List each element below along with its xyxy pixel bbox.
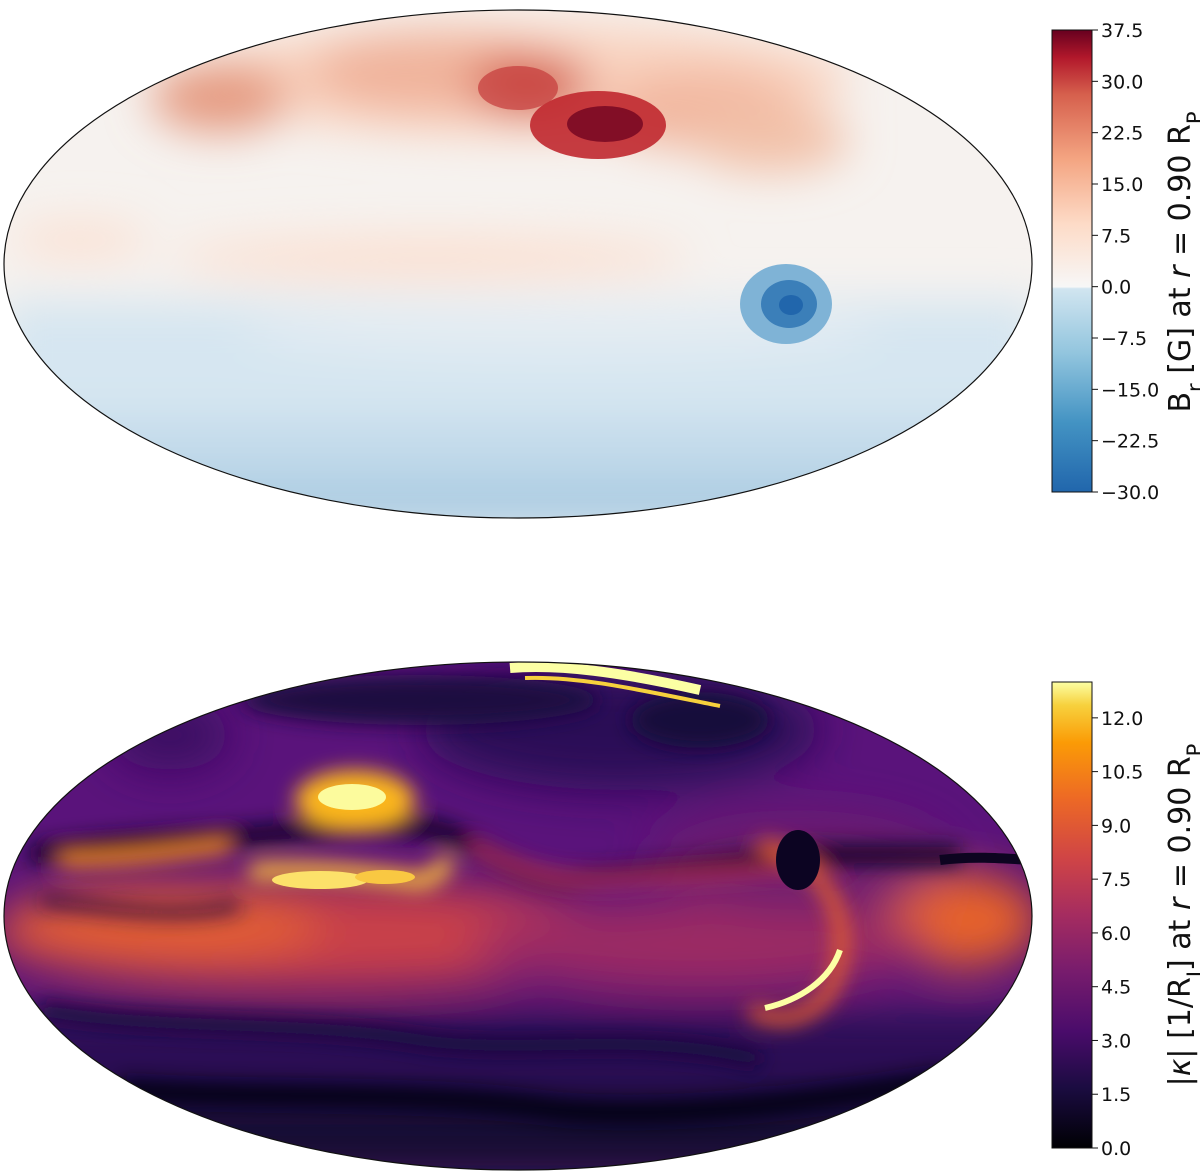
- kappa-tick-label: 0.0: [1101, 1138, 1131, 1160]
- br-tick-label: 37.5: [1101, 20, 1143, 42]
- br-tick-label: 0.0: [1101, 277, 1131, 299]
- kappa-tick-label: 12.0: [1101, 708, 1143, 730]
- br-tick-label: −30.0: [1101, 482, 1159, 504]
- kappa-tick-label: 9.0: [1101, 815, 1131, 837]
- kappa-tick-label: 3.0: [1101, 1030, 1131, 1052]
- br-tick-label: −22.5: [1101, 431, 1159, 453]
- kappa-tick-label: 10.5: [1101, 762, 1143, 784]
- kappa-colorbar-label: |κ| [1/RJ] at r = 0.90 RP: [1163, 744, 1200, 1087]
- br-tick-label: 15.0: [1101, 174, 1143, 196]
- br-colorbar: 37.5 30.0 22.5 15.0 7.5 0.0 −7.5 −15.0 −22.5 −30.…: [1051, 20, 1200, 504]
- br-colorbar-ticks: 37.5 30.0 22.5 15.0 7.5 0.0 −7.5 −15.0 −22.5 −30.…: [1092, 20, 1159, 504]
- br-tick-label: −7.5: [1101, 328, 1147, 350]
- br-colorbar-label: Br [G] at r = 0.90 RP: [1163, 111, 1200, 412]
- kappa-tick-label: 6.0: [1101, 923, 1131, 945]
- kappa-colorbar-ticks: 12.0 10.5 9.0 7.5 6.0 4.5 3.0 1.5 0.0: [1092, 708, 1143, 1160]
- kappa-colorbar: 12.0 10.5 9.0 7.5 6.0 4.5 3.0 1.5 0.0 |κ| [1/RJ]…: [1051, 681, 1200, 1160]
- kappa-tick-label: 1.5: [1101, 1084, 1131, 1106]
- br-tick-label: 30.0: [1101, 71, 1143, 93]
- kappa-map: [3, 661, 1033, 1171]
- br-tick-label: 7.5: [1101, 225, 1131, 247]
- kappa-tick-label: 4.5: [1101, 977, 1131, 999]
- br-map: [3, 9, 1033, 519]
- br-tick-label: −15.0: [1101, 379, 1159, 401]
- kappa-tick-label: 7.5: [1101, 869, 1131, 891]
- br-tick-label: 22.5: [1101, 123, 1143, 145]
